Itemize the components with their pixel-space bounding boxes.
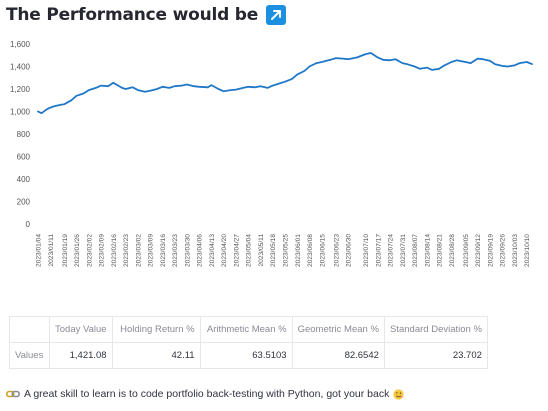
header-today-value: Today Value <box>49 316 113 343</box>
x-tick-label: 2023/01/04 <box>36 234 43 267</box>
x-tick-label: 2023/05/04 <box>246 234 253 267</box>
x-tick-label: 2023/03/16 <box>160 234 167 267</box>
x-tick-label: 2023/03/02 <box>135 234 142 267</box>
x-tick-label: 2023/05/18 <box>270 234 277 267</box>
cell-arithmetic-mean: 63.5103 <box>199 342 293 369</box>
x-tick-label: 2023/10/03 <box>512 234 519 267</box>
x-tick-label: 2023/07/24 <box>388 234 395 267</box>
x-tick-label: 2023/02/09 <box>99 234 106 267</box>
x-tick-label: 2023/06/01 <box>295 234 302 267</box>
x-tick-label: 2023/09/05 <box>463 234 470 267</box>
x-tick-label: 2023/03/23 <box>172 234 179 267</box>
x-tick-label: 2023/07/10 <box>363 234 370 267</box>
stats-table: Today Value Holding Return % Arithmetic … <box>9 316 488 369</box>
performance-chart: 0 200 400 600 800 1,000 1,200 1,400 1,600 2023/01… <box>0 30 548 300</box>
y-tick-label: 1,400 <box>10 63 31 72</box>
header-arithmetic-mean: Arithmetic Mean % <box>199 316 293 343</box>
x-tick-label: 2023/09/19 <box>487 234 494 267</box>
y-tick-label: 1,000 <box>10 108 31 117</box>
performance-chart-svg: 0 200 400 600 800 1,000 1,200 1,400 1,600 2023/01… <box>10 40 533 267</box>
x-tick-label: 2023/06/15 <box>319 234 326 267</box>
cell-holding-return: 42.11 <box>111 342 201 369</box>
x-tick-label: 2023/05/11 <box>258 234 265 267</box>
footer-note: A great skill to learn is to code portfo… <box>6 386 404 402</box>
x-tick-label: 2023/03/09 <box>148 234 155 267</box>
x-tick-label: 2023/08/21 <box>437 234 444 267</box>
x-tick-label: 2023/09/26 <box>500 234 507 267</box>
x-tick-label: 2023/07/17 <box>375 234 382 267</box>
header-geometric-mean: Geometric Mean % <box>291 316 385 343</box>
row-label-values: Values <box>9 342 50 369</box>
x-tick-label: 2023/07/31 <box>400 234 407 267</box>
page-title-row: The Performance would be <box>6 4 287 26</box>
y-tick-label: 600 <box>17 153 31 162</box>
x-tick-label: 2023/04/13 <box>209 234 216 267</box>
x-tick-label: 2023/04/27 <box>233 234 240 267</box>
x-tick-label: 2023/04/20 <box>221 234 228 267</box>
footer-text: A great skill to learn is to code portfo… <box>24 388 390 400</box>
cell-geometric-mean: 82.6542 <box>291 342 385 369</box>
cell-standard-deviation: 23.702 <box>383 342 488 369</box>
x-tick-label: 2023/08/07 <box>412 234 419 267</box>
cell-today-value: 1,421.08 <box>49 342 113 369</box>
header-standard-deviation: Standard Deviation % <box>383 316 488 343</box>
y-tick-label: 1,600 <box>10 40 31 49</box>
x-tick-label: 2023/04/06 <box>197 234 204 267</box>
x-tick-label: 2023/06/23 <box>333 234 340 267</box>
x-tick-label: 2023/02/23 <box>123 234 130 267</box>
arrow-up-right-icon <box>266 5 287 25</box>
stats-header-corner <box>9 316 50 343</box>
x-tick-label: 2023/06/08 <box>307 234 314 267</box>
x-tick-label: 2023/01/26 <box>74 234 81 267</box>
link-icon <box>6 390 20 398</box>
y-tick-label: 0 <box>26 220 31 229</box>
x-tick-label: 2023/10/10 <box>524 234 531 267</box>
x-tick-label: 2023/08/14 <box>424 234 431 267</box>
x-tick-label: 2023/01/19 <box>62 234 69 267</box>
page-title: The Performance would be <box>6 5 259 25</box>
header-holding-return: Holding Return % <box>111 316 201 343</box>
winking-face-icon <box>393 388 404 400</box>
y-tick-label: 400 <box>17 175 31 184</box>
x-tick-label: 2023/03/30 <box>184 234 191 267</box>
x-tick-label: 2023/09/12 <box>475 234 482 267</box>
x-tick-label: 2023/05/25 <box>283 234 290 267</box>
y-tick-label: 800 <box>17 130 31 139</box>
x-tick-label: 2023/01/11 <box>48 234 55 267</box>
stats-table-header-row: Today Value Holding Return % Arithmetic … <box>9 316 488 343</box>
y-tick-label: 1,200 <box>10 85 31 94</box>
y-tick-label: 200 <box>17 198 31 207</box>
x-tick-label: 2023/08/28 <box>449 234 456 267</box>
x-tick-label: 2023/02/02 <box>86 234 93 267</box>
x-tick-label: 2023/06/30 <box>346 234 353 267</box>
table-row: Values 1,421.08 42.11 63.5103 82.6542 23… <box>9 342 488 369</box>
series-line <box>37 52 533 115</box>
x-tick-label: 2023/02/16 <box>111 234 118 267</box>
